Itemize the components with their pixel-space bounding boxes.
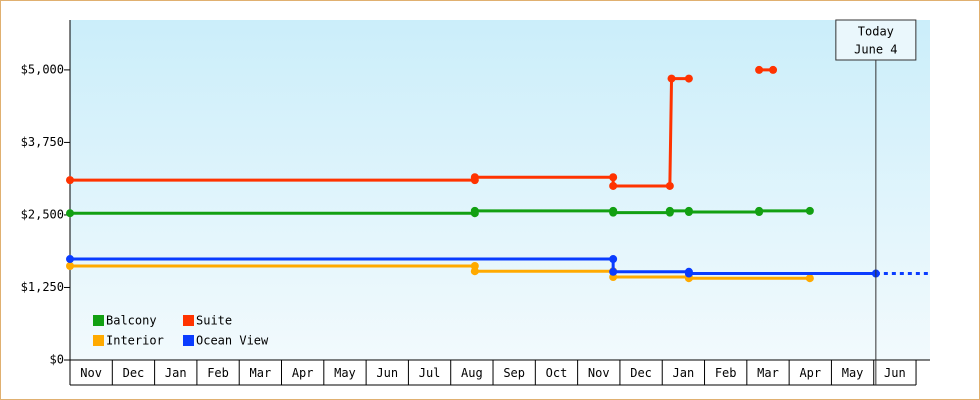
legend-swatch <box>93 315 104 326</box>
today-label: June 4 <box>854 43 897 57</box>
point <box>609 181 618 190</box>
point <box>755 65 764 74</box>
x-tick-label: Feb <box>207 366 229 380</box>
point <box>66 209 74 218</box>
x-tick-label: Jan <box>673 366 695 380</box>
point <box>805 274 814 283</box>
legend-label: Interior <box>106 334 164 348</box>
series-line <box>70 257 876 276</box>
x-tick-label: Nov <box>80 366 102 380</box>
x-tick-label: May <box>334 366 356 380</box>
y-tick-label: $5,000 <box>21 62 64 76</box>
point <box>609 173 618 182</box>
x-tick-label: Mar <box>757 366 779 380</box>
point <box>66 255 74 264</box>
point <box>609 208 618 217</box>
y-tick-label: $0 <box>50 353 64 367</box>
legend-swatch <box>183 335 194 346</box>
x-tick-label: Jun <box>884 366 906 380</box>
plot-area <box>70 20 930 360</box>
point <box>470 267 479 276</box>
point <box>609 255 618 264</box>
x-tick-label: Feb <box>715 366 737 380</box>
legend-label: Balcony <box>106 314 157 328</box>
today-box <box>835 19 917 61</box>
y-tick-label: $3,750 <box>21 135 64 149</box>
point <box>755 206 764 215</box>
x-tick-label: Apr <box>292 366 314 380</box>
y-tick-label: $1,250 <box>21 280 64 294</box>
x-tick-label: Nov <box>588 366 610 380</box>
point <box>665 181 674 190</box>
point <box>684 74 693 83</box>
legend-swatch <box>183 315 194 326</box>
y-tick-label: $2,500 <box>21 207 64 221</box>
x-tick-label: Jul <box>419 366 441 380</box>
x-tick-label: Apr <box>799 366 821 380</box>
point <box>66 262 74 271</box>
x-tick-label: Jan <box>165 366 187 380</box>
x-tick-label: Dec <box>630 366 652 380</box>
x-tick-label: Jun <box>376 366 398 380</box>
point <box>805 206 814 215</box>
point <box>769 65 778 74</box>
point <box>470 173 479 182</box>
point <box>609 267 618 276</box>
x-tick-label: May <box>842 366 864 380</box>
point <box>66 176 74 185</box>
point <box>684 269 693 278</box>
x-tick-label: Oct <box>546 366 568 380</box>
x-tick-label: Mar <box>250 366 272 380</box>
legend-swatch <box>93 335 104 346</box>
x-tick-label: Dec <box>123 366 145 380</box>
point <box>470 206 479 215</box>
point <box>684 208 693 217</box>
today-label: Today <box>858 25 894 39</box>
legend-label: Ocean View <box>196 334 269 348</box>
legend-label: Suite <box>196 314 232 328</box>
point <box>667 74 676 83</box>
point <box>665 206 674 215</box>
x-tick-label: Sep <box>503 366 525 380</box>
x-tick-label: Aug <box>461 366 483 380</box>
